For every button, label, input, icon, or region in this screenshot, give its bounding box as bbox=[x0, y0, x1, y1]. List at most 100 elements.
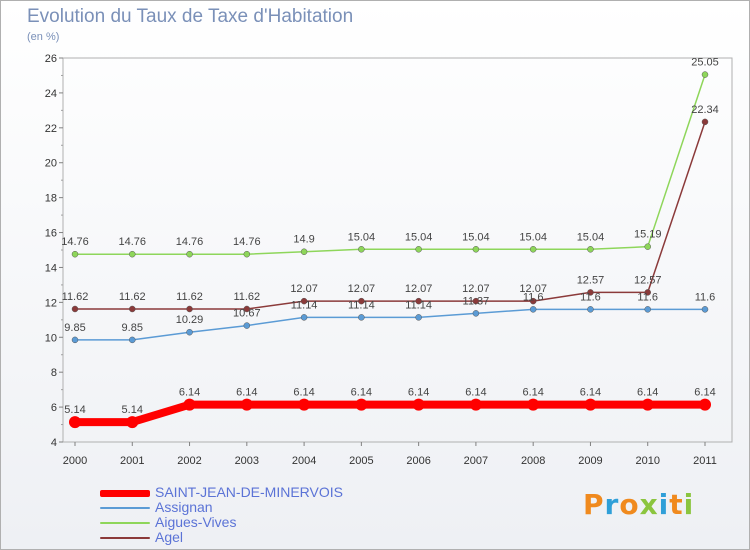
data-label: 6.14 bbox=[465, 387, 486, 399]
legend-item: Agel bbox=[100, 530, 343, 545]
data-label: 6.14 bbox=[351, 387, 372, 399]
legend-label: SAINT-JEAN-DE-MINERVOIS bbox=[155, 484, 343, 500]
proxiti-logo: Proxiti bbox=[583, 488, 694, 521]
y-tick-label: 22 bbox=[45, 123, 57, 135]
data-label: 11.14 bbox=[291, 299, 318, 311]
data-label: 15.04 bbox=[348, 231, 376, 243]
data-label: 11.14 bbox=[405, 299, 432, 311]
data-point bbox=[243, 305, 251, 313]
data-label: 15.04 bbox=[577, 231, 605, 243]
data-point bbox=[584, 398, 597, 411]
data-point bbox=[529, 246, 537, 253]
logo-letter: i bbox=[658, 488, 670, 521]
data-label: 10.29 bbox=[176, 314, 204, 326]
y-tick-label: 18 bbox=[45, 193, 57, 205]
data-point bbox=[186, 328, 193, 336]
logo-letter: r bbox=[604, 488, 620, 521]
data-point bbox=[415, 297, 422, 305]
data-point bbox=[644, 306, 651, 313]
chart-title: Evolution du Taux de Taxe d'Habitation bbox=[27, 6, 354, 27]
legend-item: SAINT-JEAN-DE-MINERVOIS bbox=[100, 485, 343, 500]
y-tick-label: 10 bbox=[45, 332, 57, 344]
data-point bbox=[527, 398, 540, 411]
data-label: 6.14 bbox=[179, 387, 200, 399]
data-label: 6.14 bbox=[408, 387, 429, 399]
data-label: 6.14 bbox=[694, 387, 715, 399]
data-point bbox=[355, 398, 368, 411]
data-point bbox=[358, 314, 365, 321]
data-label: 9.85 bbox=[64, 322, 85, 334]
x-tick-label: 2002 bbox=[177, 455, 201, 467]
data-label: 14.76 bbox=[119, 236, 147, 248]
data-label: 14.76 bbox=[233, 236, 261, 248]
data-label: 15.04 bbox=[519, 231, 547, 243]
data-point bbox=[472, 310, 480, 317]
x-tick-label: 2006 bbox=[406, 455, 430, 467]
data-point bbox=[644, 243, 651, 250]
data-point bbox=[587, 289, 594, 296]
data-label: 9.85 bbox=[122, 322, 143, 334]
data-point bbox=[186, 305, 193, 313]
series-line bbox=[74, 73, 706, 255]
y-tick-label: 6 bbox=[51, 402, 57, 414]
y-tick-label: 4 bbox=[51, 437, 57, 449]
x-tick-label: 2005 bbox=[349, 455, 373, 467]
data-point bbox=[126, 416, 139, 429]
data-label: 5.14 bbox=[122, 404, 143, 416]
legend-swatch bbox=[100, 522, 150, 525]
data-point bbox=[243, 322, 251, 329]
data-label: 11.62 bbox=[176, 291, 203, 303]
data-point bbox=[183, 398, 196, 411]
x-tick-label: 2004 bbox=[292, 455, 316, 467]
x-tick-label: 2001 bbox=[120, 455, 144, 467]
y-tick-label: 12 bbox=[45, 297, 57, 309]
logo-letter: t bbox=[669, 488, 684, 521]
data-label: 14.9 bbox=[293, 234, 314, 246]
data-label: 12.07 bbox=[290, 283, 318, 295]
data-label: 11.14 bbox=[348, 299, 375, 311]
y-tick-label: 24 bbox=[45, 88, 57, 100]
data-label: 12.07 bbox=[348, 283, 376, 295]
data-label: 10.67 bbox=[233, 308, 261, 320]
legend-label: Aigues-Vives bbox=[155, 514, 237, 530]
data-point bbox=[71, 250, 79, 258]
data-point bbox=[129, 250, 136, 258]
y-tick-label: 14 bbox=[45, 262, 57, 274]
data-label: 11.6 bbox=[637, 291, 658, 303]
data-point bbox=[71, 305, 79, 313]
x-tick-label: 2003 bbox=[235, 455, 259, 467]
legend-swatch bbox=[100, 537, 150, 540]
data-label: 12.57 bbox=[577, 274, 605, 286]
data-label: 6.14 bbox=[580, 387, 601, 399]
data-point bbox=[300, 314, 308, 321]
data-point bbox=[300, 297, 308, 305]
data-point bbox=[699, 398, 711, 411]
data-point bbox=[240, 398, 253, 411]
data-point bbox=[587, 306, 594, 313]
x-tick-label: 2000 bbox=[63, 455, 87, 467]
x-tick-label: 2011 bbox=[693, 455, 717, 467]
data-point bbox=[129, 305, 136, 313]
data-label: 6.14 bbox=[637, 387, 658, 399]
data-label: 11.6 bbox=[580, 291, 601, 303]
data-label: 11.62 bbox=[62, 291, 89, 303]
data-point bbox=[415, 246, 422, 253]
y-tick-label: 26 bbox=[45, 53, 57, 65]
logo-letter: i bbox=[683, 488, 695, 521]
x-tick-label: 2007 bbox=[464, 455, 488, 467]
legend-item: Aigues-Vives bbox=[100, 515, 343, 530]
y-tick-label: 16 bbox=[45, 228, 57, 240]
data-point bbox=[701, 71, 709, 78]
data-label: 12.07 bbox=[519, 283, 547, 295]
data-label: 11.62 bbox=[233, 291, 260, 303]
data-label: 14.76 bbox=[176, 236, 204, 248]
data-label: 12.07 bbox=[462, 283, 490, 295]
data-label: 15.04 bbox=[405, 231, 433, 243]
series-line bbox=[74, 121, 706, 310]
data-label: 11.62 bbox=[119, 291, 146, 303]
series-line bbox=[74, 308, 706, 341]
data-point bbox=[412, 398, 425, 411]
data-point bbox=[701, 306, 709, 313]
